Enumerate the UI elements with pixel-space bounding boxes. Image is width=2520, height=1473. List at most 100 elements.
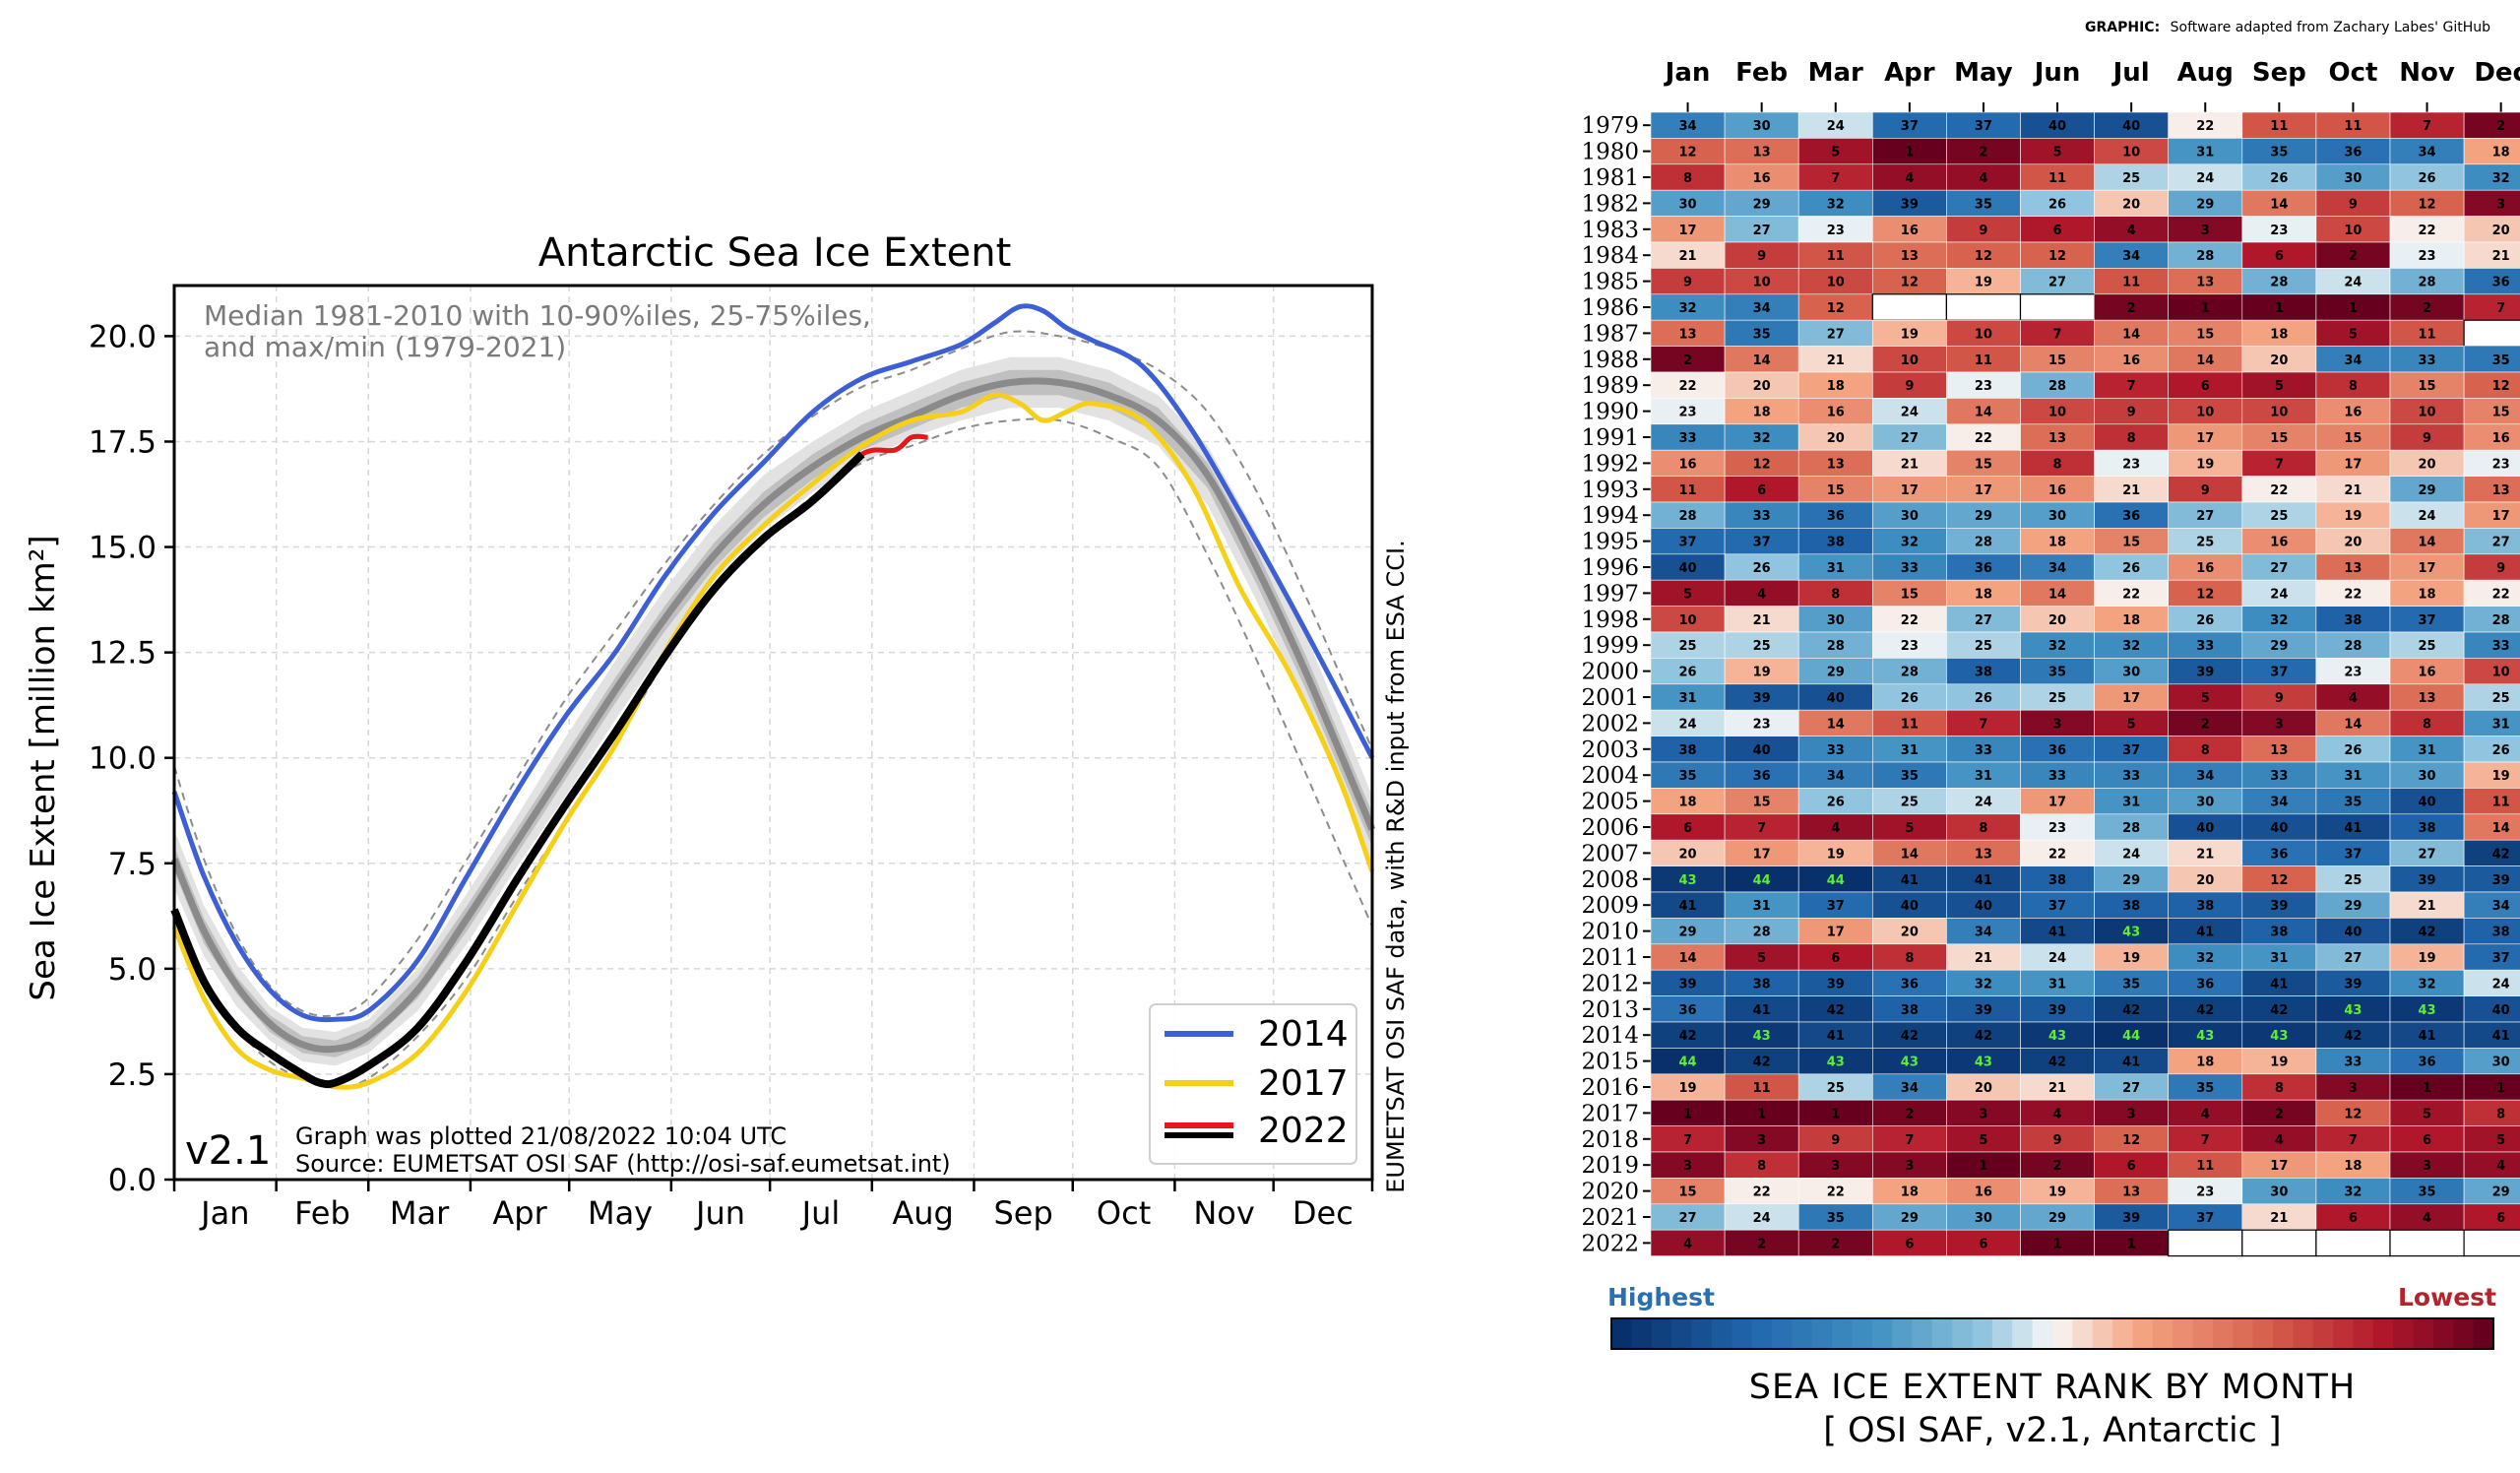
heatmap-cell: [2020, 1151, 2095, 1179]
heatmap-cell: [2463, 163, 2520, 191]
heatmap-cell-label: 11: [1975, 353, 1992, 368]
colorbar-segment: [2393, 1318, 2415, 1349]
heatmap-cell: [2094, 553, 2169, 581]
heatmap-cell-label: 11: [2196, 1159, 2214, 1174]
heatmap-cell: [1650, 683, 1726, 711]
heatmap-cell-label: 20: [1679, 847, 1697, 862]
heatmap-row-label: 2005: [1581, 790, 1639, 815]
heatmap-cell: [2463, 501, 2520, 529]
heatmap-cell: [1871, 293, 1947, 321]
heatmap-cell-label: 1: [2053, 1237, 2062, 1251]
heatmap-cell-label: 19: [1901, 327, 1919, 342]
heatmap-cell-label: 36: [1827, 509, 1845, 524]
heatmap-cell: [2241, 189, 2317, 217]
heatmap-cell: [2020, 241, 2095, 269]
heatmap-row-label: 2002: [1581, 711, 1639, 736]
heatmap-cell-label: 36: [1975, 561, 1992, 576]
heatmap-cell-label: 20: [2196, 873, 2214, 888]
heatmap-cell-label: 34: [1753, 301, 1771, 316]
heatmap-cell-label: 27: [2122, 1081, 2140, 1096]
heatmap-cell: [2315, 969, 2391, 996]
heatmap-cell-label: 31: [1753, 899, 1771, 914]
heatmap-cell: [1871, 813, 1947, 841]
heatmap-cell: [1797, 138, 1873, 165]
heatmap-cell-label: 38: [1679, 743, 1697, 758]
y-axis-label: Sea Ice Extent [million km²]: [24, 535, 63, 1000]
heatmap-cell: [2094, 371, 2169, 399]
heatmap-column-label: Nov: [2399, 58, 2455, 88]
heatmap-cell-label: 28: [1827, 639, 1845, 654]
heatmap-cell: [2389, 1178, 2465, 1205]
heatmap-cell-label: 41: [1753, 1003, 1771, 1018]
heatmap-cell-label: 28: [2492, 613, 2510, 628]
x-tick-label: Jan: [199, 1194, 249, 1232]
heatmap-cell: [2020, 658, 2095, 685]
heatmap-cell-label: 30: [2122, 666, 2140, 680]
heatmap-cell: [1650, 1073, 1726, 1101]
heatmap-cell: [1946, 813, 2021, 841]
heatmap-cell: [1871, 111, 1947, 139]
heatmap-cell-label: 17: [2492, 509, 2510, 524]
heatmap-cell-label: 9: [2496, 561, 2505, 576]
heatmap-cell-label: 4: [2423, 1211, 2431, 1226]
heatmap-cell-label: 31: [2344, 769, 2362, 784]
heatmap-cell-label: 23: [2344, 666, 2362, 680]
heatmap-column-label: Mar: [1808, 58, 1863, 88]
heatmap-cell-label: 3: [1757, 1133, 1766, 1148]
heatmap-cell-label: 20: [1827, 431, 1845, 446]
heatmap-cell-label: 4: [1683, 1237, 1692, 1251]
heatmap-cell: [1724, 918, 1799, 945]
heatmap-cell-label: 37: [2492, 951, 2510, 966]
heatmap-cell-label: 27: [2196, 509, 2214, 524]
heatmap-cell: [1946, 268, 2021, 295]
heatmap-row-label: 1997: [1581, 581, 1639, 607]
heatmap-cell: [2463, 449, 2520, 477]
graphic-credit-prefix: GRAPHIC:: [2085, 20, 2160, 35]
heatmap-cell: [2168, 371, 2243, 399]
heatmap-cell-label: 21: [2419, 899, 2436, 914]
heatmap-cell: [1946, 138, 2021, 165]
heatmap-cell-label: 28: [2270, 276, 2288, 290]
heatmap-cell-label: 30: [2270, 1185, 2288, 1200]
heatmap-cell-label: 43: [2419, 1003, 2436, 1018]
heatmap-cell: [1724, 579, 1799, 607]
heatmap-cell-label: 25: [2492, 691, 2510, 706]
heatmap-cell-label: 4: [1905, 171, 1914, 186]
heatmap-row-label: 2003: [1581, 737, 1639, 763]
heatmap-cell-label: 36: [2048, 743, 2066, 758]
heatmap-cell-label: 3: [2349, 1081, 2358, 1096]
colorbar-segment: [2353, 1318, 2374, 1349]
heatmap-cell: [1946, 1203, 2021, 1231]
heatmap-cell: [2094, 1125, 2169, 1153]
heatmap-cell: [2168, 1125, 2243, 1153]
x-tick-label: Jul: [800, 1194, 841, 1232]
heatmap-cell-label: 16: [1679, 457, 1697, 472]
heatmap-cell: [1871, 501, 1947, 529]
heatmap-cell: [2020, 1048, 2095, 1075]
colorbar-segment: [2052, 1318, 2073, 1349]
heatmap-cell-label: 12: [2270, 873, 2288, 888]
heatmap-cell-label: 33: [1753, 509, 1771, 524]
x-ticks: Jan Feb Mar Apr May Jun Jul Aug Sep Oct Nov Dec: [172, 1180, 1374, 1232]
heatmap-cell: [1650, 736, 1726, 763]
heatmap-cell: [1946, 1021, 2021, 1049]
heatmap-cell-label: 8: [1905, 951, 1914, 966]
heatmap-cell-label: 30: [1901, 509, 1919, 524]
heatmap-cell-label: 11: [2122, 276, 2140, 290]
colorbar-segment: [2473, 1318, 2494, 1349]
heatmap-cell: [1724, 319, 1799, 347]
series-lines: [170, 303, 1376, 1090]
heatmap-cell-label: 36: [1679, 1003, 1697, 1018]
heatmap-cell: [1797, 865, 1873, 893]
heatmap-cell-label: 8: [2423, 717, 2431, 732]
heatmap-cell: [2463, 1151, 2520, 1179]
heatmap-cell-label: 31: [2492, 717, 2510, 732]
heatmap-cell-label: 27: [2419, 847, 2436, 862]
heatmap-cell-label: 38: [1975, 666, 1992, 680]
heatmap-cell: [2463, 865, 2520, 893]
x-tick-label: Dec: [1292, 1194, 1354, 1232]
heatmap-cell-label: 4: [2349, 691, 2358, 706]
heatmap-cell: [2094, 268, 2169, 295]
heatmap-cell-label: 20: [1975, 1081, 1992, 1096]
heatmap-cell-label: 43: [1975, 1056, 1992, 1070]
